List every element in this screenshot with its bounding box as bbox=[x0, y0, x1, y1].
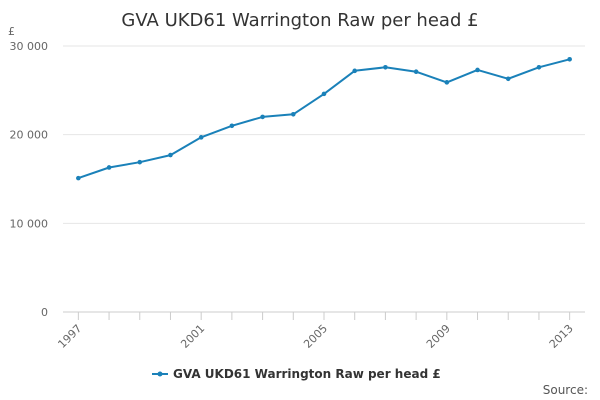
source-label: Source: bbox=[543, 383, 588, 397]
y-tick-label: 10 000 bbox=[10, 217, 49, 230]
data-point[interactable] bbox=[567, 57, 572, 62]
data-point[interactable] bbox=[536, 64, 542, 70]
data-point[interactable] bbox=[168, 152, 173, 158]
data-point[interactable] bbox=[76, 175, 81, 181]
y-axis-unit: £ bbox=[8, 25, 15, 38]
series-group bbox=[76, 57, 572, 181]
data-point[interactable] bbox=[106, 165, 112, 170]
x-tick-label: 2013 bbox=[547, 322, 576, 351]
x-axis: 1997 2001 2005 2009 2013 bbox=[55, 311, 585, 351]
legend[interactable]: GVA UKD61 Warrington Raw per head £ bbox=[152, 367, 441, 381]
data-point[interactable] bbox=[383, 64, 388, 70]
data-point[interactable] bbox=[229, 123, 235, 129]
data-point[interactable] bbox=[505, 76, 511, 82]
y-tick-label: 0 bbox=[41, 306, 48, 319]
data-point[interactable] bbox=[260, 114, 265, 120]
data-point[interactable] bbox=[290, 111, 296, 117]
data-point[interactable] bbox=[444, 80, 450, 85]
data-point[interactable] bbox=[137, 159, 143, 165]
data-point[interactable] bbox=[413, 69, 419, 75]
legend-label: GVA UKD61 Warrington Raw per head £ bbox=[173, 367, 441, 381]
data-point[interactable] bbox=[475, 67, 480, 73]
y-tick-label: 30 000 bbox=[10, 40, 49, 53]
x-tick-label: 2009 bbox=[424, 322, 453, 351]
data-point[interactable] bbox=[352, 68, 358, 74]
x-tick-label: 2001 bbox=[178, 322, 207, 351]
data-point[interactable] bbox=[198, 135, 204, 140]
x-tick-label: 2005 bbox=[301, 322, 330, 351]
y-axis-ticks: 0 10 000 20 000 30 000 bbox=[10, 40, 49, 319]
y-tick-label: 20 000 bbox=[10, 129, 49, 142]
data-point[interactable] bbox=[321, 91, 327, 97]
chart-title: GVA UKD61 Warrington Raw per head £ bbox=[121, 10, 478, 31]
gridlines bbox=[63, 45, 585, 224]
series-line bbox=[78, 58, 570, 180]
x-tick-label: 1997 bbox=[55, 322, 84, 351]
legend-point-marker bbox=[157, 371, 163, 377]
